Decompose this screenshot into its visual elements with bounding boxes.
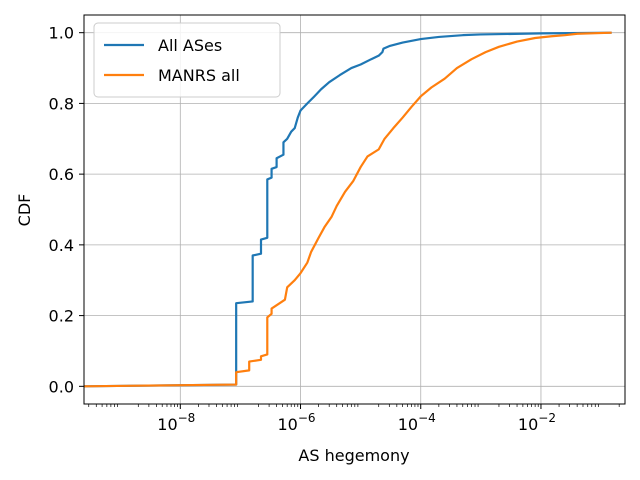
x-tick-label-2: 10−4 [398, 411, 436, 434]
y-tick-label-1: 0.2 [49, 307, 74, 326]
series-lines [83, 31, 612, 388]
legend-box [93, 22, 281, 98]
series-line-manrs-all [83, 31, 612, 388]
x-tick-label-3: 10−2 [518, 411, 556, 434]
legend: All ASes MANRS all [93, 22, 281, 98]
y-tick-label-2: 0.4 [49, 236, 74, 255]
y-tick-label-4: 0.8 [49, 94, 74, 113]
x-tick-label-0: 10−8 [157, 411, 195, 434]
y-tick-label-5: 1.0 [49, 24, 74, 43]
legend-label-1: MANRS all [158, 66, 240, 85]
legend-label-0: All ASes [158, 36, 222, 55]
axis-ticks: 10−8 10−6 10−4 10−2 0.0 0.2 0.4 0.6 0.8 1.0 [49, 24, 620, 434]
x-tick-label-1: 10−6 [277, 411, 315, 434]
y-tick-label-3: 0.6 [49, 165, 74, 184]
y-axis-label: CDF [15, 194, 34, 227]
x-axis-label: AS hegemony [298, 446, 409, 465]
y-tick-label-0: 0.0 [49, 377, 74, 396]
series-line-all-ases [83, 31, 612, 388]
